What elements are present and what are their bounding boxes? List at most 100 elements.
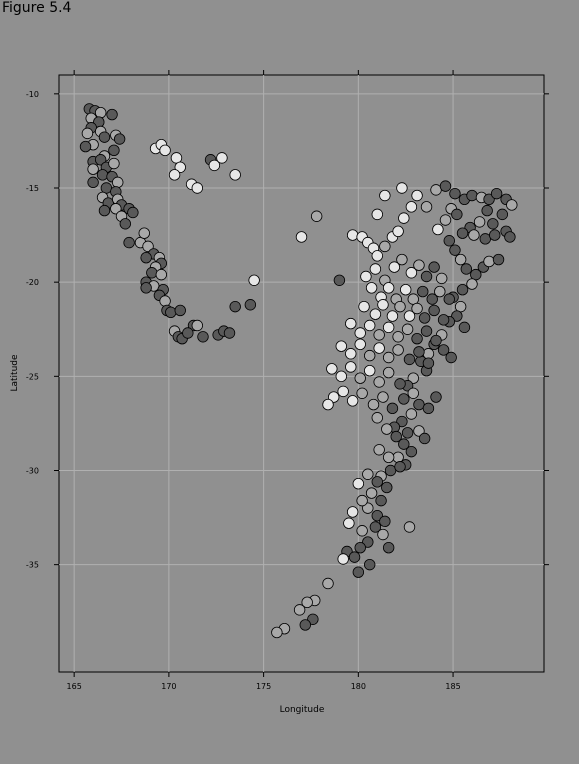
data-point — [443, 293, 455, 305]
data-point — [430, 184, 442, 196]
data-point — [481, 204, 493, 217]
data-point — [348, 551, 361, 563]
data-point — [399, 283, 412, 296]
data-point — [362, 536, 374, 548]
data-point — [354, 327, 366, 339]
data-point — [140, 282, 152, 294]
data-point — [437, 314, 450, 326]
data-point — [346, 506, 359, 518]
data-point — [396, 253, 408, 266]
data-point — [445, 351, 457, 364]
data-point — [407, 387, 419, 399]
data-point — [295, 231, 308, 243]
data-point — [301, 596, 313, 609]
data-point — [413, 398, 425, 411]
data-point — [377, 299, 389, 311]
data-point — [354, 372, 366, 384]
data-point — [346, 395, 359, 407]
data-point — [127, 206, 139, 219]
x-tick-label: 180 — [351, 682, 366, 691]
data-point — [170, 152, 183, 164]
data-point — [155, 268, 168, 281]
axes: 165 170 175 180 185 -10 -15 -20 -25 -30 -35 — [26, 70, 549, 691]
data-point — [439, 180, 452, 192]
data-point — [411, 332, 423, 345]
data-point — [439, 214, 452, 226]
data-point — [364, 558, 376, 571]
data-point — [384, 464, 397, 477]
data-point — [492, 253, 505, 266]
data-point — [392, 331, 404, 343]
data-point — [229, 300, 241, 313]
data-point — [343, 517, 355, 529]
data-point — [108, 157, 120, 170]
data-points — [79, 103, 518, 639]
data-point — [94, 154, 107, 166]
data-point — [337, 553, 349, 565]
data-point — [362, 468, 374, 480]
data-point — [422, 402, 435, 415]
data-point — [110, 203, 122, 215]
data-point — [352, 477, 365, 490]
data-point — [333, 274, 346, 286]
data-point — [106, 108, 118, 121]
data-point — [487, 218, 499, 230]
data-point — [367, 398, 380, 411]
x-tick-label: 165 — [67, 682, 82, 691]
data-point — [191, 319, 204, 332]
data-point — [430, 334, 442, 347]
data-point — [165, 306, 177, 318]
y-axis-title: Latitude — [10, 354, 20, 392]
data-point — [248, 274, 260, 286]
data-point — [371, 509, 383, 522]
data-point — [456, 283, 469, 296]
data-point — [377, 391, 389, 403]
data-point — [403, 353, 416, 366]
data-point — [456, 227, 469, 239]
data-point — [489, 229, 501, 241]
data-point — [364, 349, 376, 362]
data-point — [379, 189, 391, 202]
data-point — [98, 204, 111, 217]
data-point — [382, 542, 395, 554]
data-point — [466, 278, 478, 290]
data-point — [345, 361, 357, 373]
data-point — [435, 272, 448, 285]
data-point — [428, 304, 440, 317]
data-point — [142, 240, 154, 253]
data-point — [373, 329, 385, 341]
data-point — [443, 235, 455, 247]
data-point — [437, 344, 450, 356]
data-point — [504, 231, 516, 243]
data-point — [434, 285, 446, 298]
data-point — [322, 577, 334, 590]
y-tick-label: -35 — [26, 561, 39, 570]
data-point — [354, 338, 366, 351]
data-point — [371, 476, 383, 488]
data-point — [458, 321, 471, 334]
data-point — [420, 270, 433, 283]
data-point — [375, 494, 387, 507]
data-point — [398, 212, 410, 224]
data-point — [479, 233, 491, 245]
data-point — [299, 619, 311, 631]
data-point — [411, 302, 423, 315]
data-point — [460, 263, 473, 275]
data-point — [422, 357, 435, 369]
data-point — [168, 169, 181, 181]
data-point — [354, 542, 366, 554]
data-point — [407, 372, 419, 384]
data-point — [382, 451, 395, 464]
data-point — [365, 282, 378, 294]
data-point — [365, 487, 378, 499]
data-point — [428, 261, 440, 273]
data-point — [418, 312, 431, 324]
y-tick-label: -20 — [26, 278, 39, 287]
figure-label: Figure 5.4 — [2, 0, 72, 16]
data-point — [454, 300, 467, 313]
data-point — [377, 528, 389, 541]
data-point — [413, 259, 425, 271]
data-point — [373, 444, 385, 456]
data-point — [96, 169, 109, 181]
data-point — [100, 182, 113, 194]
